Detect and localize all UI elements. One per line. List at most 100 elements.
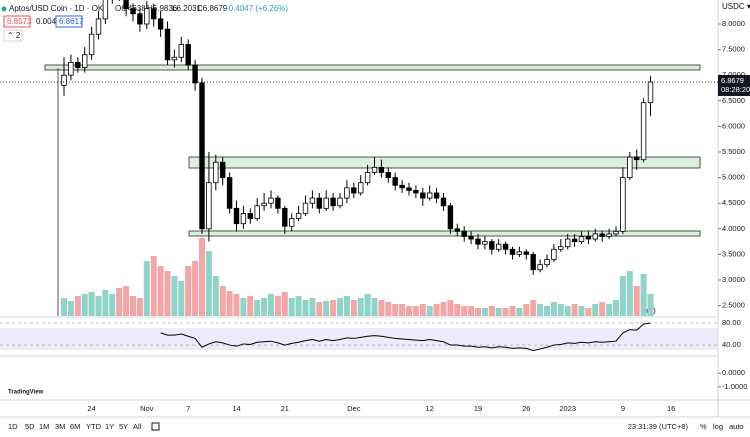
range-button[interactable]: All <box>133 422 142 431</box>
candle-body <box>565 238 571 248</box>
candle-body <box>330 197 336 207</box>
candle-body <box>68 62 74 76</box>
calendar-icon[interactable] <box>151 422 160 431</box>
candle-body <box>385 172 391 179</box>
volume-bar <box>613 300 619 316</box>
candle-body <box>275 197 281 209</box>
volume-bar <box>247 296 254 316</box>
zone-drawing[interactable] <box>188 156 701 169</box>
log-toggle[interactable]: log <box>713 422 723 431</box>
candle-body <box>309 197 316 204</box>
auto-toggle[interactable]: auto <box>729 422 744 431</box>
volume-bar <box>606 304 613 316</box>
percent-toggle[interactable]: % <box>700 422 707 431</box>
range-button[interactable]: 6M <box>70 422 80 431</box>
candle-body <box>592 233 598 240</box>
volume-bar <box>640 274 647 316</box>
volume-bar <box>481 308 488 316</box>
volume-bar <box>81 294 88 316</box>
volume-bar <box>426 306 433 316</box>
candle-body <box>537 264 543 271</box>
volume-bar <box>619 276 626 316</box>
volume-bar <box>523 304 530 316</box>
candle-body <box>323 197 329 209</box>
volume-bar <box>406 306 412 316</box>
range-button[interactable]: 5D <box>25 422 35 431</box>
volume-bar <box>295 296 302 316</box>
volume-bar <box>530 300 537 316</box>
volume-bar <box>116 288 123 316</box>
sell-price[interactable]: 6.8573 <box>7 17 32 26</box>
candle-body <box>426 192 433 199</box>
y-tick-label: 4.0000 <box>722 224 745 233</box>
volume-bar <box>302 300 309 316</box>
volume-bar <box>192 261 199 316</box>
y-tick-label: 5.0000 <box>722 173 745 182</box>
volume-bar <box>323 301 330 316</box>
candle-body <box>240 213 247 225</box>
candle-body <box>516 251 523 255</box>
buy-box[interactable] <box>55 15 83 28</box>
symbol[interactable]: Aptos/USD Coin · 1D · OKX <box>9 4 109 13</box>
volume-bar <box>240 298 247 316</box>
y-tick-label: 6.0000 <box>722 121 745 130</box>
collapse-label[interactable]: ⌃ 2 <box>7 31 21 40</box>
volume-bar <box>550 302 557 316</box>
y-tick-label: 3.5000 <box>722 249 745 258</box>
logo[interactable]: TradingView <box>8 390 44 396</box>
currency[interactable]: USDC ▾ <box>722 2 750 11</box>
range-button[interactable]: 3M <box>55 422 65 431</box>
x-tick-label: 7 <box>186 404 190 413</box>
status-dot <box>1 6 7 12</box>
volume-bar <box>288 298 295 316</box>
clock[interactable]: 23:31:39 (UTC+8) <box>628 422 689 431</box>
volume-bar <box>164 271 171 316</box>
macd-tick-label: 0.0000 <box>722 368 745 377</box>
volume-bar <box>475 308 481 316</box>
candle-body <box>433 192 440 199</box>
volume-bar <box>337 298 343 316</box>
zone-drawing[interactable] <box>44 64 701 71</box>
candle-body <box>420 192 426 199</box>
volume-bar <box>392 304 399 316</box>
range-button[interactable]: 5Y <box>119 422 128 431</box>
volume-bar <box>516 308 523 316</box>
volume-bar <box>461 306 468 316</box>
volume-bar <box>219 286 226 316</box>
candle-body <box>288 218 295 227</box>
candle-body <box>219 161 226 179</box>
candle-body <box>82 54 88 68</box>
zone-drawing[interactable] <box>188 230 701 237</box>
collapse-button[interactable] <box>3 29 23 42</box>
sell-box[interactable] <box>3 15 31 28</box>
x-tick-label: 16 <box>667 404 675 413</box>
x-tick-label: 14 <box>232 404 240 413</box>
candle-body <box>150 8 157 20</box>
volume-bar <box>433 304 440 316</box>
range-button[interactable]: YTD <box>86 422 102 431</box>
candle-body <box>399 184 405 189</box>
candle-body <box>530 254 536 271</box>
volume-bar <box>440 302 447 316</box>
y-tick-label: 4.5000 <box>722 198 745 207</box>
candle-body <box>233 207 240 225</box>
volume-bar <box>136 298 143 316</box>
volume-bar <box>371 298 378 316</box>
volume-bar <box>316 302 323 316</box>
x-tick-label: 24 <box>87 404 95 413</box>
range-button[interactable]: 1D <box>8 422 18 431</box>
buy-price[interactable]: 6.8617 <box>59 17 84 26</box>
volume-bar <box>157 266 164 316</box>
candle-body <box>130 8 136 15</box>
range-button[interactable]: 1Y <box>105 422 114 431</box>
candle-body <box>413 190 419 194</box>
candle-body <box>578 236 585 243</box>
y-tick-label: 6.5000 <box>722 96 745 105</box>
range-button[interactable]: 1M <box>39 422 49 431</box>
candle-body <box>495 243 502 250</box>
candle-body <box>213 161 219 184</box>
countdown: 08:28:20 <box>721 85 750 94</box>
volume-bar <box>268 294 274 316</box>
candle-body <box>558 246 564 250</box>
